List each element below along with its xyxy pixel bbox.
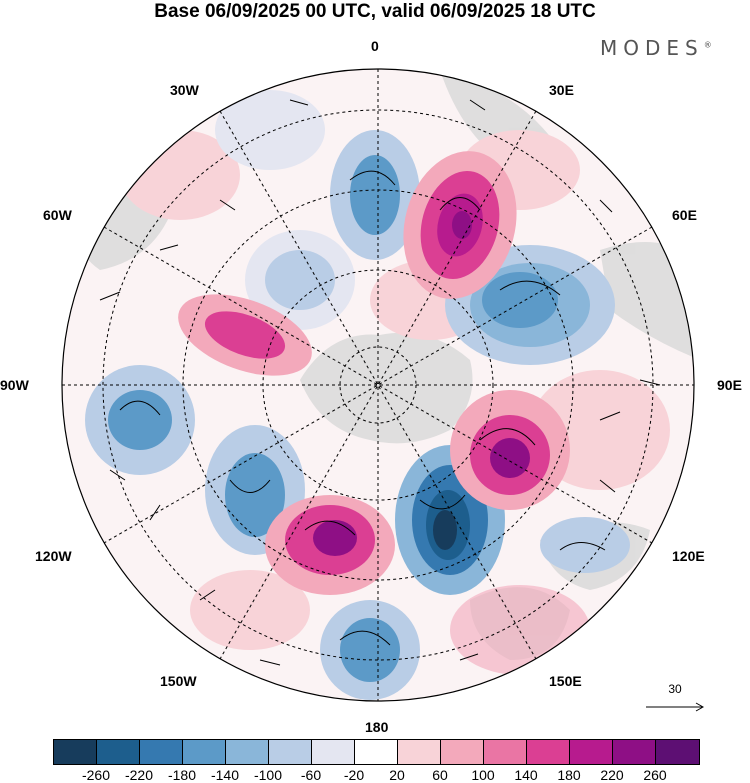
wind-arrows: [99, 99, 661, 666]
colorbar-tick-label: -60: [300, 767, 322, 783]
lon-label-90w: 90W: [0, 377, 29, 393]
colorbar-tick-label: 260: [643, 767, 667, 783]
colorbar-tick-label: -180: [167, 767, 197, 783]
colorbar-bin: [355, 740, 398, 764]
colorbar-bin: [312, 740, 355, 764]
colorbar-bin: [398, 740, 441, 764]
lon-label-30e: 30E: [549, 82, 574, 98]
lon-label-30w: 30W: [170, 82, 199, 98]
colorbar-tick-label: -260: [81, 767, 111, 783]
reference-arrow-head: [695, 702, 705, 712]
lon-label-60e: 60E: [672, 207, 697, 223]
colorbar-bin: [226, 740, 269, 764]
colorbar-tick-label: -20: [343, 767, 365, 783]
lon-label-120w: 120W: [35, 548, 72, 564]
colorbar-bin: [183, 740, 226, 764]
map-title: Base 06/09/2025 00 UTC, valid 06/09/2025…: [154, 1, 596, 22]
colorbar-bin: [97, 740, 140, 764]
colorbar-bin: [441, 740, 484, 764]
brand-text: MODES: [600, 36, 704, 60]
colorbar-bin: [527, 740, 570, 764]
colorbar-tick-label: 60: [432, 767, 448, 783]
anomaly-shading: [85, 90, 670, 700]
colorbar-tick-label: 140: [514, 767, 538, 783]
lon-label-120e: 120E: [672, 548, 705, 564]
colorbar-tick-label: 180: [557, 767, 581, 783]
colorbar-tick-label: -100: [253, 767, 283, 783]
lon-label-150w: 150W: [160, 673, 197, 689]
lon-label-90e: 90E: [717, 377, 742, 393]
colorbar-bin: [54, 740, 97, 764]
brand-logo: MODES®: [600, 36, 712, 60]
colorbar-bin: [269, 740, 312, 764]
registered-mark: ®: [703, 40, 712, 50]
colorbar-tick-label: -140: [210, 767, 240, 783]
map-boundary: [61, 68, 695, 702]
reference-vector-label: 30: [668, 682, 682, 696]
colorbar-tick-label: 100: [471, 767, 495, 783]
lon-label-60w: 60W: [43, 207, 72, 223]
colorbar-bin: [656, 740, 699, 764]
colorbar-tick-label: -220: [124, 767, 154, 783]
lon-label-150e: 150E: [549, 673, 582, 689]
colorbar: [53, 739, 700, 765]
lon-label-180: 180: [365, 719, 389, 735]
colorbar-tick-label: 20: [389, 767, 405, 783]
graticule: [62, 69, 694, 701]
colorbar-bin: [613, 740, 656, 764]
colorbar-tick-label: 220: [600, 767, 624, 783]
colorbar-bin: [570, 740, 613, 764]
colorbar-bin: [140, 740, 183, 764]
colorbar-bin: [484, 740, 527, 764]
lon-label-0: 0: [371, 38, 379, 54]
